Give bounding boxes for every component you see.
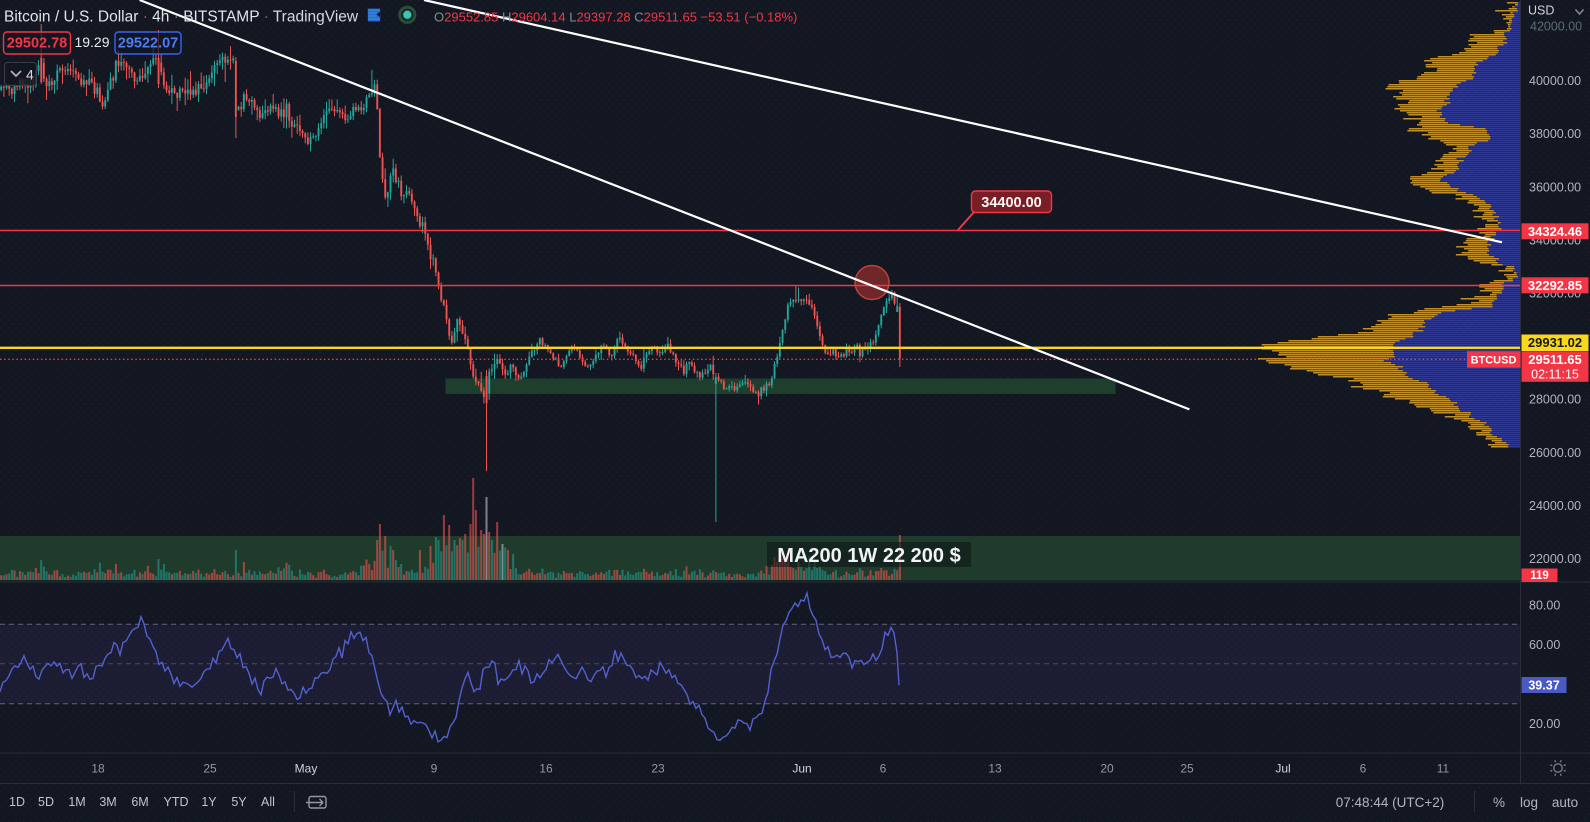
svg-text:6: 6 bbox=[880, 762, 887, 776]
svg-text:25: 25 bbox=[1180, 762, 1194, 776]
svg-text:16: 16 bbox=[539, 762, 553, 776]
svg-text:6M: 6M bbox=[131, 795, 148, 809]
svg-text:All: All bbox=[261, 795, 275, 809]
svg-text:32292.85: 32292.85 bbox=[1528, 278, 1582, 293]
svg-text:34400.00: 34400.00 bbox=[981, 195, 1041, 211]
svg-text:1D: 1D bbox=[9, 795, 25, 809]
svg-text:11: 11 bbox=[1437, 762, 1450, 776]
svg-text:Jul: Jul bbox=[1275, 762, 1290, 776]
svg-text:29522.07: 29522.07 bbox=[118, 36, 178, 52]
svg-text:119: 119 bbox=[1530, 570, 1549, 582]
svg-text:29931.02: 29931.02 bbox=[1528, 335, 1582, 350]
svg-text:%: % bbox=[1493, 795, 1505, 810]
svg-text:38000.00: 38000.00 bbox=[1529, 127, 1581, 141]
svg-text:O29552.85 H29604.14 L29397.28: O29552.85 H29604.14 L29397.28 C29511.65 … bbox=[434, 10, 797, 25]
svg-text:5D: 5D bbox=[38, 795, 54, 809]
svg-text:36000.00: 36000.00 bbox=[1529, 180, 1581, 194]
svg-text:07:48:44 (UTC+2): 07:48:44 (UTC+2) bbox=[1336, 795, 1444, 810]
svg-text:Jun: Jun bbox=[792, 762, 811, 776]
svg-text:20: 20 bbox=[1100, 762, 1114, 776]
svg-text:1M: 1M bbox=[68, 795, 85, 809]
svg-text:24000.00: 24000.00 bbox=[1529, 499, 1581, 513]
svg-text:23: 23 bbox=[651, 762, 665, 776]
svg-text:39.37: 39.37 bbox=[1528, 679, 1559, 693]
svg-text:USD: USD bbox=[1528, 4, 1554, 18]
svg-text:3M: 3M bbox=[99, 795, 116, 809]
svg-text:42000.00: 42000.00 bbox=[1530, 20, 1582, 34]
svg-text:02:11:15: 02:11:15 bbox=[1531, 368, 1579, 382]
svg-text:19.29: 19.29 bbox=[74, 34, 109, 50]
svg-text:9: 9 bbox=[431, 762, 438, 776]
svg-text:18: 18 bbox=[91, 762, 105, 776]
svg-text:4: 4 bbox=[26, 67, 34, 83]
svg-text:BTCUSD: BTCUSD bbox=[1471, 355, 1517, 367]
svg-text:auto: auto bbox=[1552, 795, 1578, 810]
svg-text:22000.00: 22000.00 bbox=[1529, 552, 1581, 566]
svg-text:Bitcoin / U.S. Dollar · 4h · B: Bitcoin / U.S. Dollar · 4h · BITSTAMP · … bbox=[4, 9, 359, 26]
svg-text:13: 13 bbox=[988, 762, 1002, 776]
svg-text:May: May bbox=[295, 762, 318, 776]
svg-text:60.00: 60.00 bbox=[1529, 638, 1560, 652]
svg-text:25: 25 bbox=[203, 762, 217, 776]
svg-text:20.00: 20.00 bbox=[1529, 717, 1560, 731]
svg-text:6: 6 bbox=[1360, 762, 1367, 776]
svg-text:40000.00: 40000.00 bbox=[1529, 74, 1581, 88]
svg-text:log: log bbox=[1520, 795, 1538, 810]
svg-text:28000.00: 28000.00 bbox=[1529, 393, 1581, 407]
svg-text:MA200 1W 22 200 $: MA200 1W 22 200 $ bbox=[777, 545, 960, 567]
svg-text:YTD: YTD bbox=[164, 795, 189, 809]
svg-text:1Y: 1Y bbox=[201, 795, 217, 809]
svg-text:80.00: 80.00 bbox=[1529, 599, 1560, 613]
svg-text:29502.78: 29502.78 bbox=[7, 36, 67, 52]
svg-text:5Y: 5Y bbox=[231, 795, 247, 809]
svg-text:34324.46: 34324.46 bbox=[1528, 224, 1582, 239]
svg-text:26000.00: 26000.00 bbox=[1529, 446, 1581, 460]
svg-text:29511.65: 29511.65 bbox=[1528, 352, 1582, 367]
